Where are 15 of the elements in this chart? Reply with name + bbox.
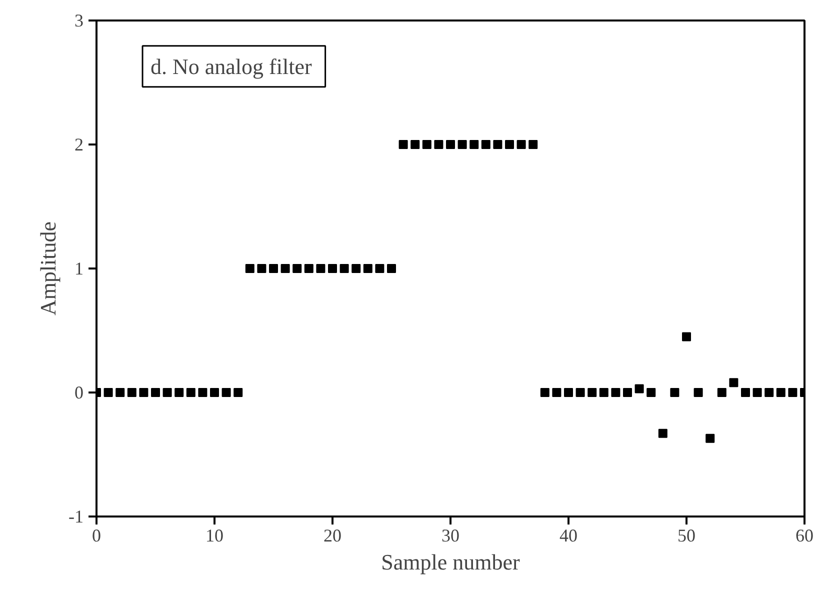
text: d. No analog filter	[150, 54, 312, 79]
y-tick-label: -1	[68, 506, 84, 526]
x-tick-label: 40	[560, 526, 578, 546]
x-tick-label: 0	[92, 526, 101, 546]
y-tick-label: 1	[74, 258, 84, 278]
y-tick-label: 3	[74, 10, 84, 30]
x-tick-label: 30	[442, 526, 460, 546]
x-tick-label: 50	[678, 526, 696, 546]
y-tick-label: 0	[74, 382, 84, 402]
y-axis-title: Amplitude	[36, 221, 61, 316]
y-tick-label: 2	[74, 134, 84, 154]
x-tick-label: 20	[324, 526, 342, 546]
x-tick-label: 10	[206, 526, 224, 546]
x-tick-label: 60	[796, 526, 814, 546]
x-axis-title: Sample number	[381, 550, 521, 574]
